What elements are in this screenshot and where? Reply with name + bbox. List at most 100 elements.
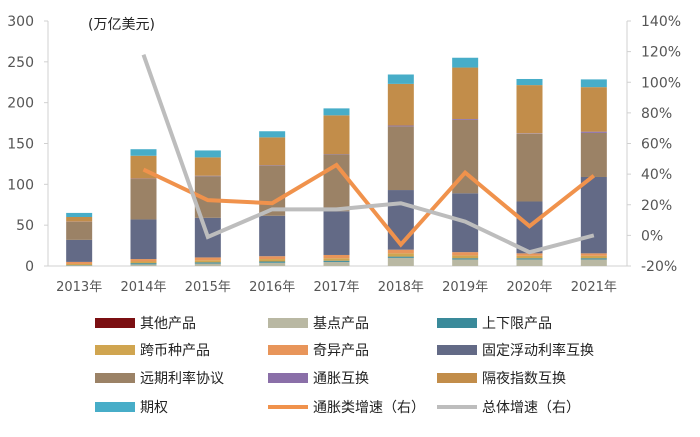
left-tick-label: 100	[7, 177, 34, 193]
legend-label: 远期利率协议	[140, 370, 224, 387]
legend-swatch	[95, 373, 135, 383]
legend-label: 上下限产品	[482, 316, 552, 332]
bar-segment	[517, 259, 543, 266]
x-tick-label: 2013年	[56, 280, 102, 295]
legend-swatch	[95, 345, 135, 355]
right-tick-label: 60%	[641, 137, 672, 153]
bar-segment	[66, 217, 92, 222]
bar-segment	[324, 108, 350, 115]
right-tick-label: 40%	[641, 167, 672, 183]
bar-segment	[388, 253, 414, 256]
bar-segment	[324, 258, 350, 260]
bar-segment	[195, 264, 221, 266]
bar-segment	[259, 263, 285, 266]
bar-segment	[452, 58, 478, 68]
bar-segment	[131, 149, 157, 156]
bar-segment	[259, 262, 285, 263]
bar-segment	[66, 262, 92, 264]
right-tick-label: 140%	[641, 14, 681, 30]
legend-label: 其他产品	[140, 316, 196, 332]
legend-label: 期权	[140, 400, 168, 416]
legend-swatch	[437, 318, 477, 328]
left-tick-label: 200	[7, 96, 34, 112]
legend-swatch	[268, 373, 308, 383]
bar-segment	[388, 250, 414, 254]
bar-segment	[388, 257, 414, 258]
x-tick-label: 2016年	[249, 280, 295, 295]
legend-label: 通胀类增速（右）	[313, 400, 425, 416]
bar-segment	[66, 264, 92, 265]
bar-segment	[517, 256, 543, 258]
bar-segment	[452, 68, 478, 119]
bar-segment	[452, 259, 478, 266]
right-tick-label: 20%	[641, 198, 672, 214]
bar-segment	[452, 119, 478, 120]
bar-segment	[131, 219, 157, 259]
right-tick-label: 100%	[641, 75, 681, 91]
legend-label: 总体增速（右）	[482, 400, 580, 416]
bar-segment	[581, 79, 607, 87]
legend-swatch	[437, 345, 477, 355]
bar-segment	[452, 258, 478, 259]
bar-segment	[388, 190, 414, 250]
x-tick-label: 2018年	[378, 280, 424, 295]
bar-segment	[581, 132, 607, 133]
bar-segment	[517, 85, 543, 133]
x-tick-label: 2021年	[571, 280, 617, 295]
x-tick-label: 2017年	[313, 280, 359, 295]
right-tick-label: 120%	[641, 45, 681, 61]
legend-swatch	[437, 373, 477, 383]
legend-swatch	[95, 402, 135, 412]
legend-swatch	[268, 318, 308, 328]
bar-segment	[259, 216, 285, 256]
x-tick-label: 2014年	[120, 280, 166, 295]
x-tick-label: 2015年	[185, 280, 231, 295]
bar-segment	[66, 240, 92, 262]
bar-segment	[517, 258, 543, 259]
bar-segment	[131, 259, 157, 261]
left-tick-label: 0	[25, 259, 34, 275]
bar-segment	[66, 222, 92, 240]
right-tick-label: -20%	[641, 259, 677, 275]
bar-segment	[195, 260, 221, 262]
right-tick-label: 0%	[641, 228, 663, 244]
left-tick-label: 300	[7, 14, 34, 30]
bar-segment	[131, 264, 157, 266]
bar-segment	[324, 115, 350, 154]
bar-segment	[259, 259, 285, 261]
bar-segment	[452, 255, 478, 258]
bar-segment	[66, 213, 92, 217]
bar-segment	[581, 253, 607, 255]
bar-segment	[581, 87, 607, 132]
bar-segment	[388, 84, 414, 126]
left-tick-label: 250	[7, 55, 34, 71]
bar-segment	[581, 256, 607, 258]
bar-segment	[324, 211, 350, 255]
bar-segment	[195, 157, 221, 175]
bar-segment	[581, 259, 607, 266]
legend-label: 隔夜指数互换	[482, 370, 566, 387]
bar-segment	[324, 262, 350, 266]
bar-segment	[388, 126, 414, 127]
bar-segment	[581, 133, 607, 177]
bar-segment	[452, 252, 478, 255]
bar-segment	[388, 126, 414, 190]
bar-segment	[131, 262, 157, 264]
bar-segment	[324, 255, 350, 258]
unit-label: (万亿美元)	[88, 17, 155, 33]
bar-segment	[131, 263, 157, 264]
legend-label: 基点产品	[313, 315, 369, 332]
legend-swatch	[95, 318, 135, 328]
legend-label: 固定浮动利率互换	[482, 342, 594, 359]
legend-label: 跨币种产品	[140, 343, 210, 359]
bar-segment	[195, 150, 221, 157]
left-tick-label: 150	[7, 137, 34, 153]
bar-segment	[581, 258, 607, 259]
x-tick-label: 2020年	[506, 280, 552, 295]
bar-segment	[517, 134, 543, 202]
bar-segment	[517, 79, 543, 85]
bar-segment	[388, 74, 414, 83]
bar-segment	[581, 177, 607, 253]
legend-swatch	[268, 345, 308, 355]
